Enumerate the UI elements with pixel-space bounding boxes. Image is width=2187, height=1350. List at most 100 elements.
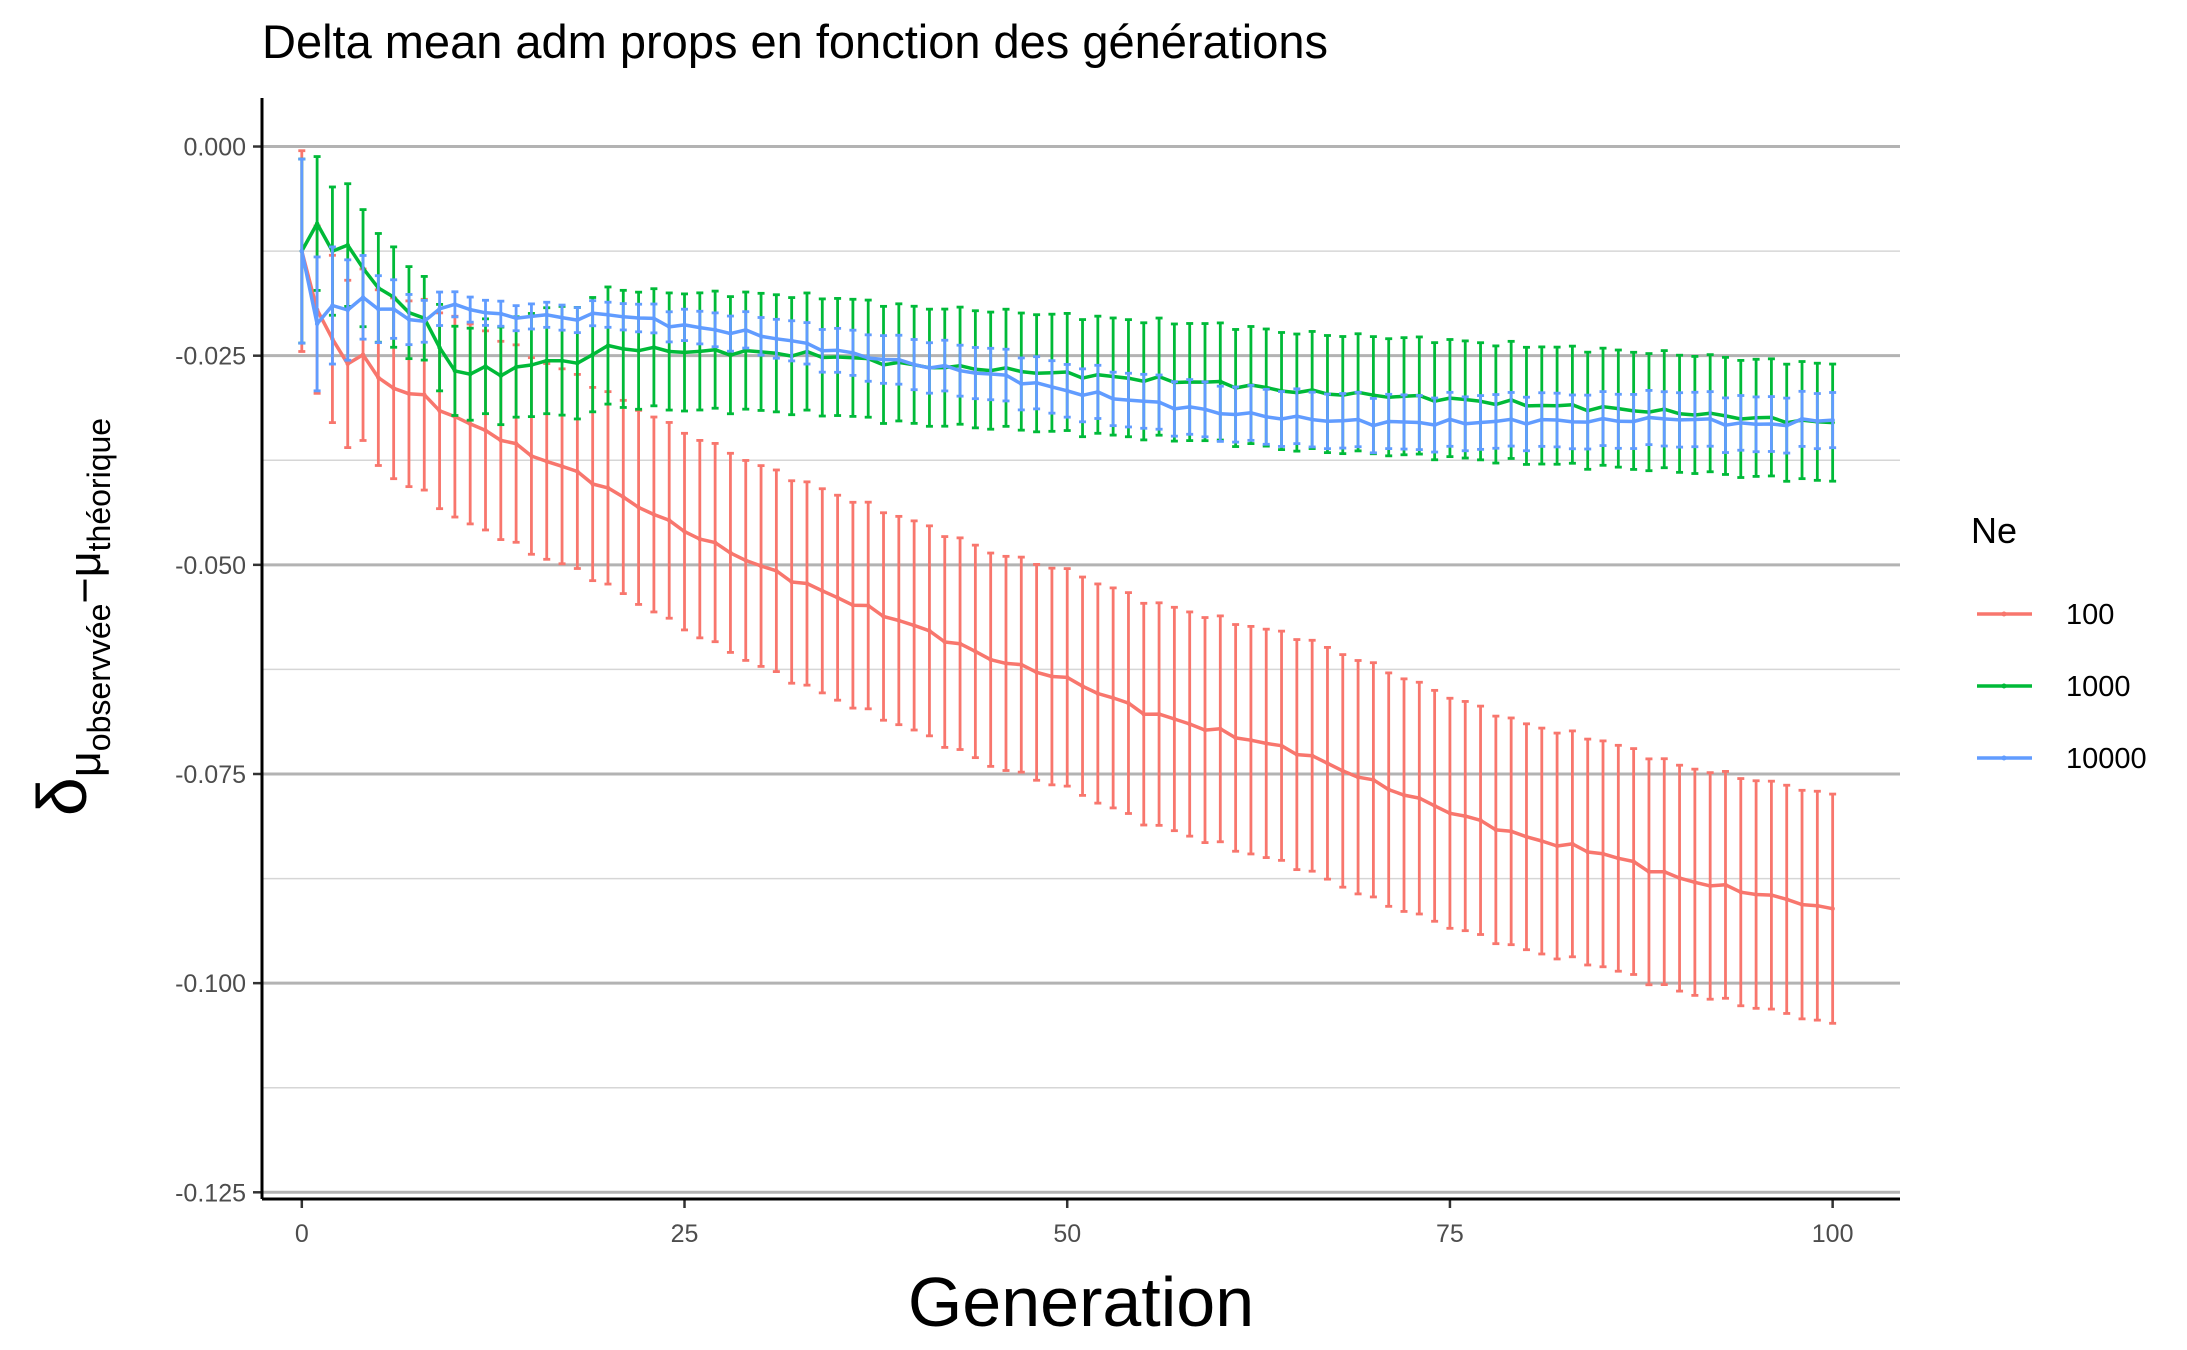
data-point (437, 306, 442, 311)
data-point (1585, 849, 1590, 855)
data-point (1707, 883, 1713, 889)
data-point (360, 295, 366, 300)
data-point (1279, 743, 1284, 748)
data-point (1493, 827, 1499, 833)
data-point (513, 441, 519, 446)
x-axis-title: Generation (908, 1263, 1254, 1341)
data-point (758, 334, 764, 339)
data-point (406, 391, 412, 396)
data-point (498, 373, 504, 379)
legend-key-point-1000 (2001, 683, 2007, 689)
legend-item-10000: 10000 (1977, 743, 2147, 775)
data-point (1417, 795, 1422, 801)
data-point (1141, 399, 1146, 404)
data-point (1646, 415, 1652, 420)
axis-layer: 0.000 -0.025 -0.050 -0.075 -0.100 -0.125 0 25 50… (175, 98, 1900, 1248)
data-point (1417, 420, 1422, 425)
data-point (605, 312, 611, 317)
data-point (467, 307, 473, 312)
data-point (1554, 417, 1560, 423)
data-point (988, 371, 993, 377)
data-point (1340, 768, 1345, 774)
data-point (1432, 803, 1437, 809)
chart-title: Delta mean adm props en fonction des gén… (262, 15, 1328, 68)
data-point (697, 349, 703, 354)
data-point (743, 558, 748, 563)
data-point (299, 248, 305, 254)
data-point (1478, 818, 1483, 823)
data-point (1784, 897, 1789, 902)
data-point (1202, 407, 1208, 412)
data-point (789, 338, 794, 344)
data-point (1753, 422, 1759, 427)
x-tick-label: 75 (1436, 1220, 1464, 1248)
data-point (1325, 761, 1330, 766)
data-point (376, 375, 381, 380)
data-point (651, 345, 657, 350)
data-point (728, 550, 733, 556)
data-point (544, 358, 549, 363)
data-point (575, 360, 580, 366)
data-point (942, 363, 947, 368)
legend-item-1000: 1000 (1977, 671, 2131, 703)
data-point (1172, 716, 1177, 722)
data-point (314, 321, 320, 327)
data-point (544, 312, 549, 317)
data-point (1034, 380, 1039, 385)
data-point (483, 310, 488, 316)
series-10000 (298, 157, 1837, 455)
data-point (1616, 856, 1621, 861)
y-axis-title-theoretical-label: théorique (81, 418, 117, 551)
data-point (1631, 419, 1636, 424)
data-point (1019, 381, 1024, 387)
y-tick-label: -0.025 (175, 343, 246, 371)
data-point (1386, 419, 1391, 424)
data-point (712, 347, 718, 352)
data-point (636, 505, 641, 510)
data-point (498, 311, 504, 316)
data-point (590, 352, 595, 357)
data-point (896, 618, 902, 623)
data-point (452, 368, 458, 374)
data-point (1371, 777, 1376, 783)
data-point (911, 623, 917, 628)
data-point (927, 628, 932, 634)
data-point (1830, 906, 1835, 911)
data-point (1401, 792, 1407, 798)
data-point (529, 453, 534, 459)
x-tick-label: 0 (295, 1220, 309, 1248)
data-point (1294, 414, 1300, 419)
data-point (697, 536, 703, 542)
y-axis-title-observed-label: observvée (81, 604, 117, 752)
data-point (1340, 418, 1345, 423)
data-point (605, 485, 611, 491)
data-point (1202, 727, 1208, 733)
data-point (360, 352, 366, 357)
data-point (728, 352, 733, 358)
data-point (1218, 411, 1223, 416)
data-point (774, 336, 779, 341)
legend-label-100: 100 (2066, 599, 2114, 631)
data-point (1463, 813, 1468, 819)
data-point (1769, 421, 1774, 427)
data-point (1707, 416, 1713, 422)
data-point (1493, 419, 1499, 424)
data-point (850, 350, 856, 355)
y-tick-label: 0.000 (183, 134, 246, 162)
data-point (712, 540, 718, 545)
grid-layer (262, 145, 1900, 1194)
data-point (1447, 811, 1453, 816)
data-point (575, 317, 580, 323)
data-point (1264, 414, 1269, 419)
data-point (850, 602, 856, 608)
data-point (881, 614, 886, 619)
data-point (391, 306, 396, 312)
data-point (621, 314, 626, 319)
data-point (973, 370, 978, 376)
y-tick-label: -0.125 (175, 1179, 246, 1207)
data-point (957, 641, 963, 646)
data-point (1478, 420, 1483, 425)
legend-key-point-10000 (2001, 755, 2007, 761)
data-point (1723, 882, 1728, 888)
